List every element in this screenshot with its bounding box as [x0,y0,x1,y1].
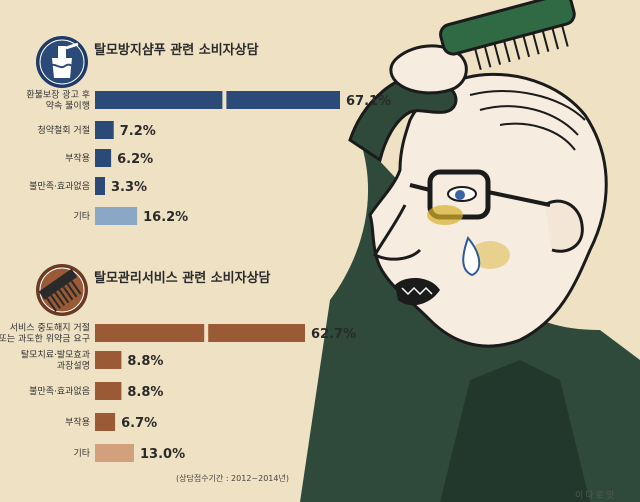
chart2-bar-3 [95,413,116,431]
chart1-title: 탈모방지샴푸 관련 소비자상담 [94,43,259,58]
chart2-bar-4 [95,444,134,462]
chart2-category-label-4: 기타 [73,448,90,459]
chart1-bar-0-part2 [226,91,340,109]
chart1-bar-4 [95,207,138,225]
charts-group: 67.1% 환불보장 광고 후 약속 불이행 7.2% 청약철회 거절 6.2% 부작용 3.… [0,89,391,462]
chart2-category-label-3: 부작용 [65,417,90,428]
chart1-value-label-2: 6.2% [117,152,153,167]
chart2-bar-2 [95,382,122,400]
chart1-value-label-4: 16.2% [143,210,188,225]
comb-man-illustration [300,0,640,502]
chart2-value-label-2: 8.8% [127,385,163,400]
chart2-value-label-1: 8.8% [127,354,163,369]
chart1-category-label-0: 환불보장 광고 후 약속 불이행 [26,89,90,112]
chart1-bar-0-part1 [95,91,223,109]
chart2-category-label-2: 불만족·효과없음 [29,386,90,397]
chart1-category-label-1: 청약철회 거절 [37,124,90,136]
chart1-bar-3 [95,177,105,195]
chart1-category-label-3: 불만족·효과없음 [29,181,90,192]
chart2-bar-1 [95,351,122,369]
chart1-category-label-2: 부작용 [65,153,90,164]
chart2-value-label-4: 13.0% [140,447,185,462]
chart2-value-label-0: 62.7% [311,327,356,342]
chart2-title: 탈모관리서비스 관련 소비자상담 [94,271,271,286]
chart2-bar-0-part2 [208,324,305,342]
chart2-value-label-3: 6.7% [121,416,157,431]
chart1-category-label-4: 기타 [73,211,90,222]
chart2-bar-0-part1 [95,324,205,342]
chart1-value-label-3: 3.3% [111,180,147,195]
illustrator-signature: 이다로앗 [575,491,617,501]
chart1-value-label-1: 7.2% [120,124,156,139]
chart2-category-label-1: 탈모치료·발모효과 과장설명 [21,349,90,372]
chart2-category-label-0: 서비스 중도해지 거절 또는 과도한 위약금 요구 [0,322,90,345]
chart1-bar-1 [95,121,114,139]
chart1-value-label-0: 67.1% [346,94,391,109]
footnote: (상담접수기간 : 2012~2014년) [176,474,289,483]
chart1-bar-2 [95,149,112,167]
comb-icon [36,264,88,316]
shampoo-bottle-icon [36,36,88,88]
